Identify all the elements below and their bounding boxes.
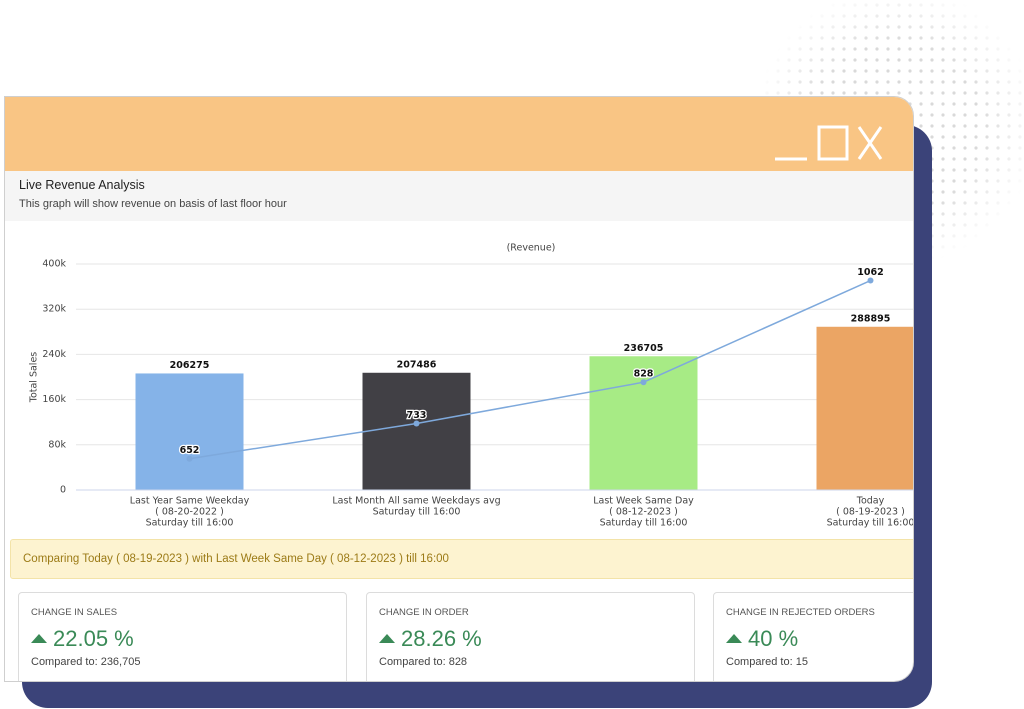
line-value-label: 828 [634, 369, 654, 380]
revenue-line [189, 279, 871, 460]
maximize-icon[interactable] [817, 125, 849, 161]
y-tick-label: 320k [42, 304, 66, 315]
bar [589, 356, 698, 490]
bar-value-label: 288895 [851, 313, 891, 324]
line-point [867, 277, 874, 284]
card-label: CHANGE IN SALES [31, 607, 118, 618]
card-compared: Compared to: 236,705 [31, 656, 141, 668]
y-axis-label: Total Sales [29, 352, 40, 404]
stat-card: CHANGE IN SALES 22.05 % Compared to: 236… [18, 592, 347, 681]
x-tick-label: ( 08-19-2023 ) [836, 507, 905, 518]
x-tick-label: Saturday till 16:00 [827, 518, 914, 529]
panel-title: Live Revenue Analysis [19, 178, 145, 192]
x-tick-label: Last Month All same Weekdays avg [332, 496, 500, 507]
line-point [186, 455, 193, 462]
window: Live Revenue Analysis This graph will sh… [4, 96, 914, 682]
line-point [413, 420, 420, 427]
window-controls [775, 125, 883, 161]
window-header [5, 97, 913, 171]
y-tick-label: 80k [48, 439, 66, 450]
line-value-label: 733 [407, 410, 427, 421]
chart-title: (Revenue) [507, 243, 556, 254]
x-tick-label: Last Year Same Weekday [130, 496, 250, 507]
bar [135, 373, 244, 490]
chart: (Revenue) Total Sales 0 80k 160k 240k 320k 40… [29, 243, 914, 529]
bar [816, 326, 913, 490]
y-tick-label: 240k [42, 349, 66, 360]
card-compared: Compared to: 15 [726, 656, 808, 668]
x-tick-label: Saturday till 16:00 [373, 507, 461, 518]
panel-header: Live Revenue Analysis This graph will sh… [5, 171, 913, 221]
comparison-banner: Comparing Today ( 08-19-2023 ) with Last… [10, 539, 913, 579]
line-value-label: 1062 [857, 267, 883, 278]
card-value: 28.26 % [401, 626, 482, 651]
x-tick-label: Today [856, 496, 885, 507]
bar [362, 372, 471, 490]
bar-value-label: 206275 [170, 360, 210, 371]
stat-card: CHANGE IN REJECTED ORDERS 40 % Compared … [713, 592, 913, 681]
up-arrow [379, 634, 395, 643]
panel-subtitle: This graph will show revenue on basis of… [19, 198, 287, 210]
x-tick-label: Last Week Same Day [593, 496, 694, 507]
card-value: 40 % [748, 626, 799, 651]
up-arrow [726, 634, 742, 643]
bar-value-label: 236705 [624, 343, 664, 354]
stat-card: CHANGE IN ORDER 28.26 % Compared to: 828 [366, 592, 695, 681]
x-tick-label: Saturday till 16:00 [146, 518, 234, 529]
line-point [640, 379, 647, 386]
y-tick-label: 0 [60, 485, 66, 496]
card-compared: Compared to: 828 [379, 656, 468, 668]
line-value-label: 652 [180, 445, 200, 456]
y-tick-label: 400k [42, 259, 66, 270]
y-tick-label: 160k [42, 394, 66, 405]
x-tick-label: Saturday till 16:00 [600, 518, 688, 529]
up-arrow [31, 634, 47, 643]
card-value: 22.05 % [53, 626, 134, 651]
x-tick-label: ( 08-20-2022 ) [155, 507, 224, 518]
card-label: CHANGE IN REJECTED ORDERS [726, 607, 875, 618]
card-label: CHANGE IN ORDER [379, 607, 469, 618]
close-icon[interactable] [857, 126, 883, 160]
x-tick-label: ( 08-12-2023 ) [609, 507, 678, 518]
bar-value-label: 207486 [397, 359, 437, 370]
